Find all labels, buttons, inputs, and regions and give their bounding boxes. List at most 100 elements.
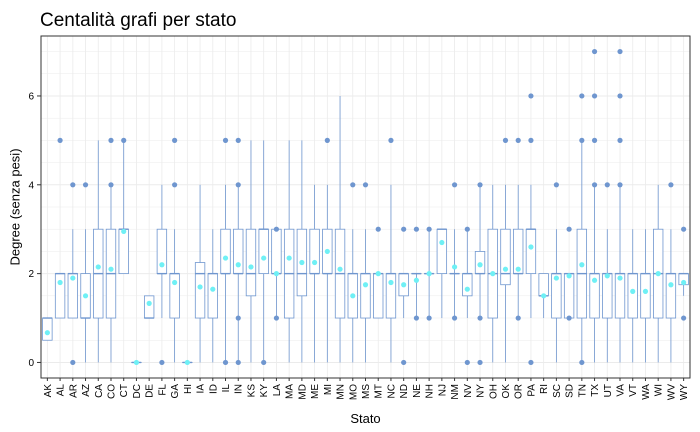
mean-point <box>96 264 101 269</box>
box-iqr <box>501 229 511 285</box>
x-tick-label: AR <box>68 384 79 398</box>
outlier-point <box>401 227 406 232</box>
mean-point <box>325 249 330 254</box>
x-axis-title: Stato <box>350 411 380 426</box>
x-tick-label: OR <box>514 384 525 399</box>
x-tick-label: VA <box>616 384 627 397</box>
box-ak <box>43 318 53 340</box>
box-iqr <box>361 274 371 318</box>
outlier-point <box>274 315 279 320</box>
x-tick-label: VT <box>628 384 639 397</box>
outlier-point <box>592 93 597 98</box>
y-tick-label: 2 <box>28 269 34 280</box>
outlier-point <box>236 360 241 365</box>
outlier-point <box>617 138 622 143</box>
outlier-point <box>363 182 368 187</box>
mean-point <box>630 289 635 294</box>
y-tick-label: 0 <box>28 358 34 369</box>
outlier-point <box>236 182 241 187</box>
mean-point <box>427 271 432 276</box>
outlier-point <box>592 49 597 54</box>
outlier-point <box>452 315 457 320</box>
mean-point <box>592 278 597 283</box>
mean-point <box>134 360 139 365</box>
box-iqr <box>603 274 613 318</box>
mean-point <box>159 262 164 267</box>
mean-point <box>57 280 62 285</box>
x-tick-label: DE <box>145 384 156 398</box>
outlier-point <box>223 138 228 143</box>
box-iqr <box>310 229 320 273</box>
mean-point <box>312 260 317 265</box>
outlier-point <box>516 138 521 143</box>
x-tick-label: OK <box>501 384 512 399</box>
outlier-point <box>528 93 533 98</box>
x-tick-label: CT <box>119 384 130 397</box>
x-tick-label: NC <box>386 384 397 398</box>
outlier-point <box>83 182 88 187</box>
box-iqr <box>564 274 574 318</box>
box-iqr <box>373 274 383 318</box>
x-tick-label: NV <box>463 384 474 398</box>
mean-point <box>605 273 610 278</box>
x-tick-label: GA <box>170 384 181 399</box>
outlier-point <box>121 138 126 143</box>
mean-point <box>401 282 406 287</box>
outlier-point <box>477 182 482 187</box>
mean-point <box>643 289 648 294</box>
mean-point <box>236 262 241 267</box>
x-tick-label: NH <box>425 384 436 398</box>
outlier-point <box>592 138 597 143</box>
outlier-point <box>528 138 533 143</box>
mean-point <box>299 260 304 265</box>
box-iqr <box>208 274 218 318</box>
x-tick-label: ID <box>208 384 219 394</box>
outlier-point <box>477 360 482 365</box>
x-tick-label: ME <box>310 384 321 399</box>
box-iqr <box>641 274 651 318</box>
mean-point <box>567 273 572 278</box>
x-tick-label: MO <box>348 384 359 400</box>
x-tick-label: WA <box>641 384 652 400</box>
x-tick-label: AK <box>43 384 54 398</box>
x-tick-label: IN <box>234 384 245 394</box>
x-tick-label: MN <box>336 384 347 400</box>
x-tick-label: RI <box>539 384 550 394</box>
box-iqr <box>526 229 536 273</box>
outlier-point <box>350 182 355 187</box>
outlier-point <box>401 360 406 365</box>
outlier-point <box>681 315 686 320</box>
outlier-point <box>414 227 419 232</box>
outlier-point <box>57 138 62 143</box>
mean-point <box>210 287 215 292</box>
mean-point <box>248 264 253 269</box>
outlier-point <box>503 138 508 143</box>
x-tick-label: NJ <box>437 384 448 396</box>
x-tick-label: KY <box>259 384 270 398</box>
mean-point <box>516 267 521 272</box>
x-tick-label: ND <box>399 384 410 398</box>
outlier-point <box>70 360 75 365</box>
outlier-point <box>465 360 470 365</box>
outlier-point <box>516 315 521 320</box>
mean-point <box>197 284 202 289</box>
mean-point <box>363 282 368 287</box>
mean-point <box>452 264 457 269</box>
outlier-point <box>261 360 266 365</box>
x-tick-label: KS <box>246 384 257 398</box>
mean-point <box>439 240 444 245</box>
mean-point <box>681 280 686 285</box>
outlier-point <box>236 138 241 143</box>
mean-point <box>388 280 393 285</box>
mean-point <box>45 330 50 335</box>
box-iqr <box>628 274 638 318</box>
mean-point <box>503 267 508 272</box>
mean-point <box>121 229 126 234</box>
x-tick-label: NM <box>450 384 461 400</box>
x-tick-label: IL <box>221 384 232 393</box>
x-tick-label: DC <box>132 384 143 398</box>
box-iqr <box>246 229 256 296</box>
mean-point <box>617 275 622 280</box>
outlier-point <box>427 315 432 320</box>
mean-point <box>579 262 584 267</box>
